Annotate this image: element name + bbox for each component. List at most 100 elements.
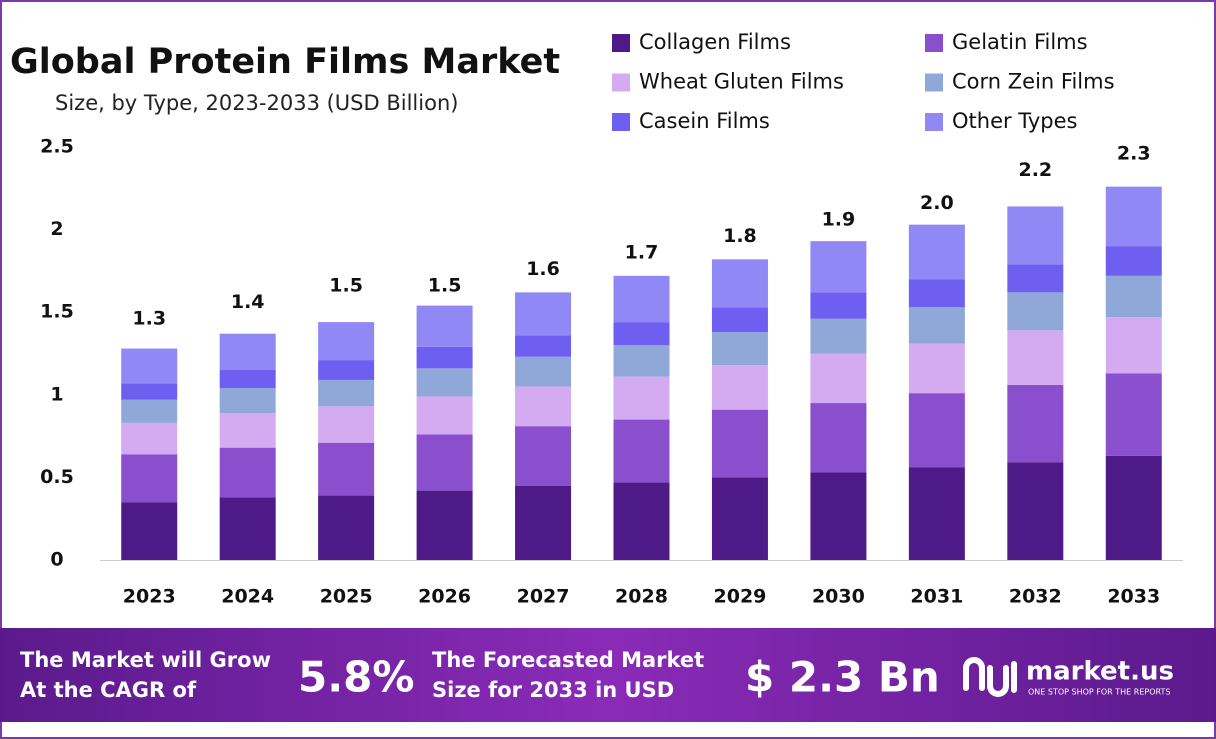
cagr-text: The Market will Grow (20, 648, 271, 672)
x-tick-label: 2032 (1009, 586, 1062, 608)
bar-segment (1007, 264, 1064, 293)
bar-segment (121, 502, 178, 560)
bar-segment (121, 348, 178, 384)
bar-segment (219, 497, 276, 560)
bar-segment (711, 477, 768, 560)
x-tick-label: 2029 (714, 586, 767, 608)
total-label: 1.8 (723, 225, 757, 247)
total-label: 1.6 (526, 258, 560, 280)
bar-segment (613, 419, 670, 483)
legend-swatch (925, 34, 943, 52)
bar-segment (711, 307, 768, 333)
bar-segment (219, 412, 276, 448)
bar-segment (121, 383, 178, 400)
bar-segment (515, 485, 572, 560)
bar-segment (1007, 384, 1064, 463)
bar-segment (711, 259, 768, 308)
bar-segment (908, 307, 965, 344)
legend-label: Wheat Gluten Films (639, 70, 844, 94)
bar-segment (711, 332, 768, 366)
bar-segment (810, 241, 867, 293)
bar-segment (219, 370, 276, 389)
bar-segment (416, 346, 473, 369)
x-tick-label: 2030 (812, 586, 865, 608)
bar-segment (613, 322, 670, 346)
bar-segment (613, 482, 670, 560)
bar-segment (1007, 292, 1064, 331)
x-tick-label: 2024 (221, 586, 274, 608)
legend-swatch (925, 113, 943, 131)
bar-segment (1105, 275, 1162, 318)
bar-segment (318, 442, 375, 496)
x-tick-label: 2033 (1107, 586, 1160, 608)
bar-segment (1007, 206, 1064, 265)
bar-segment (416, 368, 473, 397)
y-tick-label: 2.5 (40, 136, 74, 158)
bar-segment (1007, 330, 1064, 385)
bar-segment (318, 379, 375, 407)
bar-segment (711, 365, 768, 410)
bar-segment (416, 490, 473, 560)
total-label: 1.3 (132, 308, 166, 330)
legend-swatch (925, 73, 943, 92)
bar-segment (515, 426, 572, 486)
x-tick-label: 2027 (517, 586, 570, 608)
total-label: 1.7 (625, 242, 659, 264)
legend-label: Other Types (952, 109, 1077, 133)
bar-segment (1105, 246, 1162, 276)
total-label: 1.4 (231, 291, 265, 313)
legend-swatch (612, 73, 630, 92)
bar-segment (515, 292, 572, 336)
bar-segment (908, 393, 965, 468)
cagr-text: At the CAGR of (20, 678, 197, 702)
bar-segment (1105, 317, 1162, 374)
bar-segment (711, 409, 768, 478)
bar-segment (1007, 462, 1064, 560)
bar-segment (416, 396, 473, 435)
legend-swatch (612, 113, 630, 131)
bar-segment (1105, 186, 1162, 247)
bar-segment (121, 399, 178, 423)
bar-segment (908, 224, 965, 280)
total-label: 1.9 (822, 209, 856, 231)
brand-tagline: ONE STOP SHOP FOR THE REPORTS (1028, 688, 1170, 697)
bar-segment (613, 376, 670, 420)
y-tick-label: 1.5 (40, 301, 74, 323)
x-tick-label: 2028 (615, 586, 668, 608)
bar-segment (416, 305, 473, 347)
y-tick-label: 1 (50, 383, 63, 405)
bar-segment (219, 333, 276, 371)
bar-segment (318, 495, 375, 560)
bar-segment (908, 279, 965, 308)
bar-segment (121, 422, 178, 455)
legend-label: Casein Films (639, 109, 770, 133)
bar-segment (908, 343, 965, 394)
legend-label: Corn Zein Films (952, 70, 1115, 94)
x-tick-label: 2026 (418, 586, 471, 608)
y-tick-label: 2 (50, 218, 63, 240)
bar-segment (416, 434, 473, 491)
bar-segment (318, 406, 375, 443)
bar-segment (318, 322, 375, 361)
cagr-value: 5.8% (298, 653, 414, 702)
total-label: 2.3 (1117, 143, 1151, 165)
bar-segment (613, 345, 670, 377)
bar-segment (810, 292, 867, 319)
chart-subtitle: Size, by Type, 2023-2033 (USD Billion) (55, 91, 458, 115)
chart-title: Global Protein Films Market (10, 42, 560, 82)
forecast-text: Size for 2033 in USD (432, 678, 674, 702)
bar-segment (515, 335, 572, 357)
bar-segment (810, 403, 867, 473)
x-tick-label: 2023 (123, 586, 176, 608)
bar-segment (810, 353, 867, 404)
x-tick-label: 2031 (910, 586, 963, 608)
legend-label: Gelatin Films (952, 30, 1088, 54)
bar-segment (810, 472, 867, 560)
total-label: 1.5 (428, 275, 462, 297)
y-tick-label: 0 (50, 549, 63, 571)
y-tick-label: 0.5 (40, 466, 74, 488)
forecast-text: The Forecasted Market (432, 648, 704, 672)
bar-segment (810, 318, 867, 354)
bar-segment (515, 356, 572, 387)
